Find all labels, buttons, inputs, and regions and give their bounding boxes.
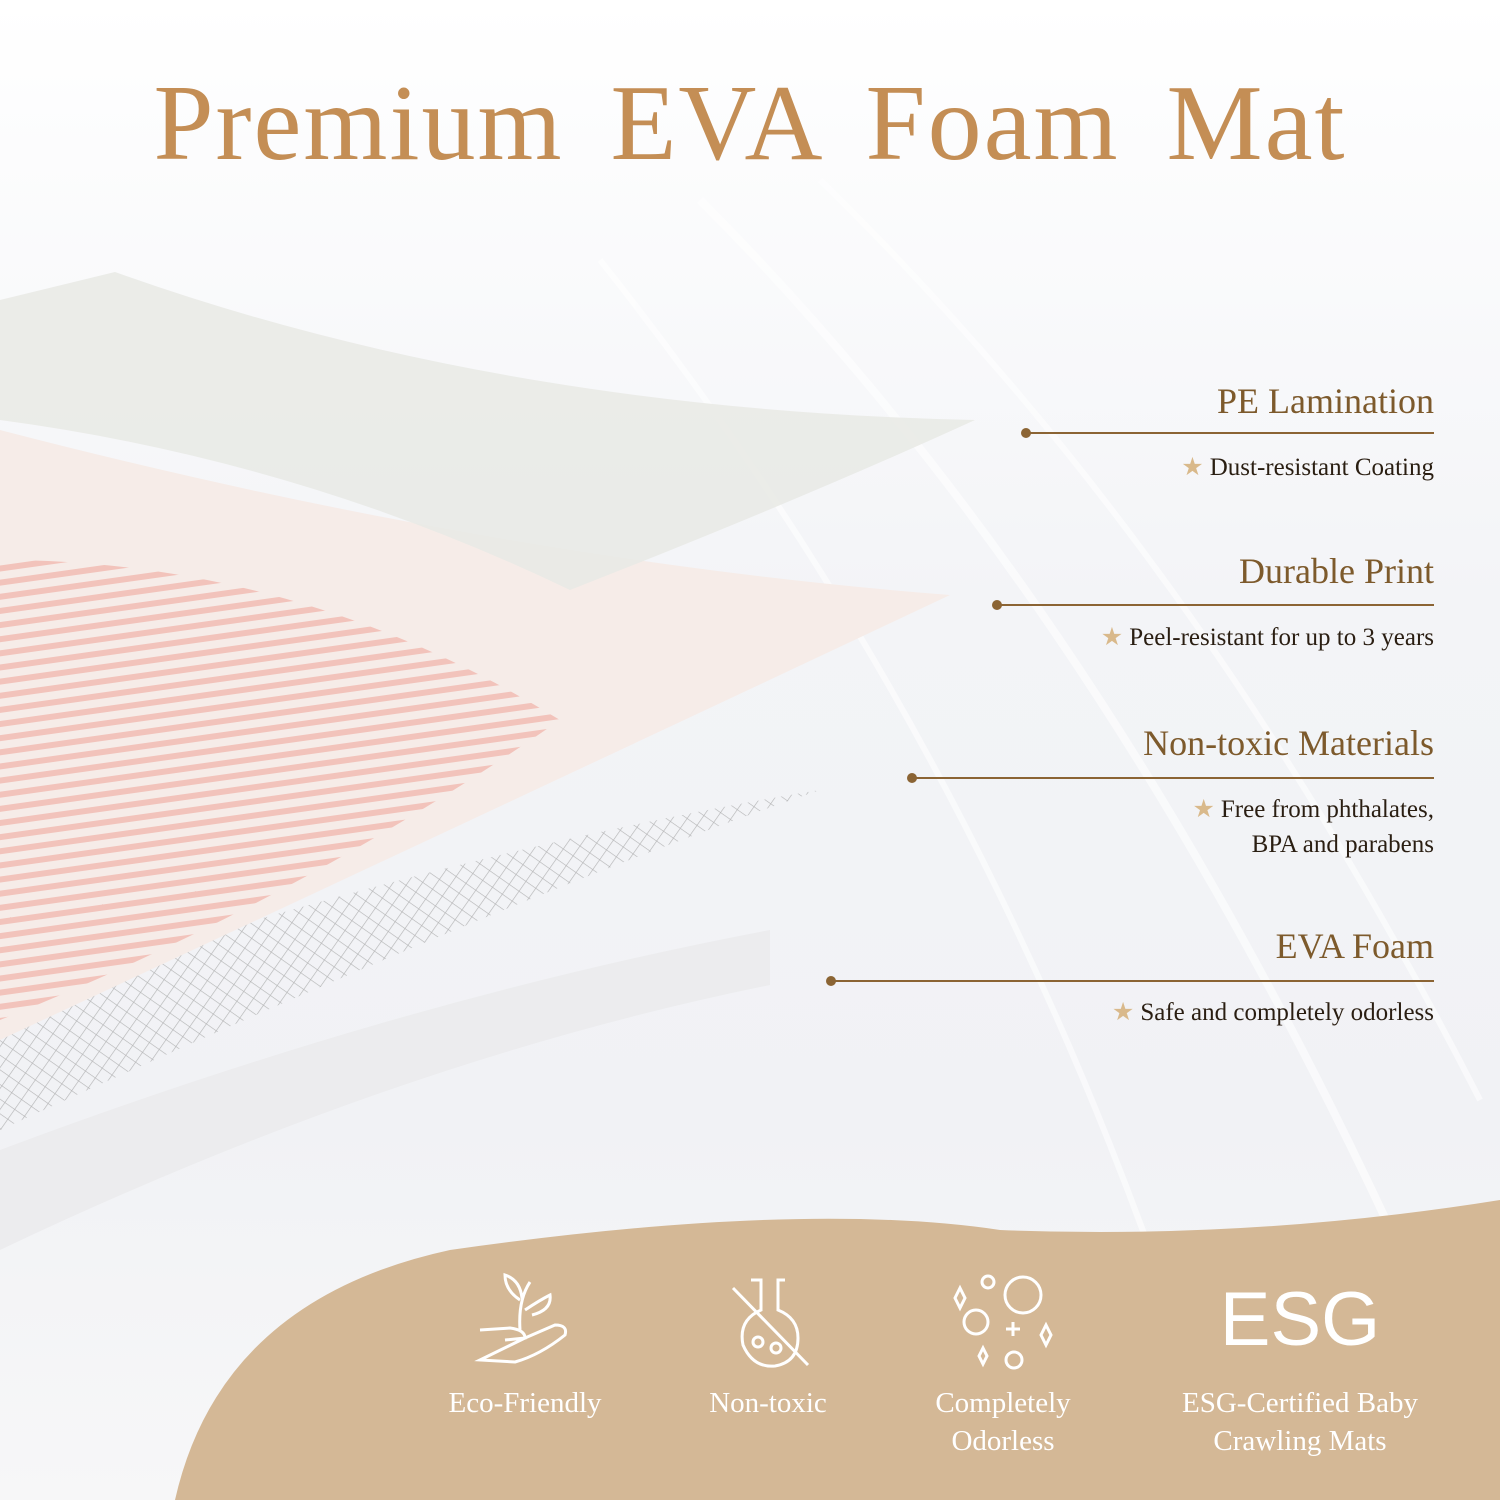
leader-dot xyxy=(907,773,917,783)
feature-eva-foam: EVA Foam ★ Safe and completely odorless xyxy=(824,925,1434,1030)
badge-label: Non-toxic xyxy=(709,1387,827,1419)
leader-dot xyxy=(826,976,836,986)
badge-label: Eco-Friendly xyxy=(448,1387,602,1419)
bubbles-sparkles-icon xyxy=(953,1274,1053,1370)
star-icon: ★ xyxy=(1111,999,1135,1026)
leader-dot xyxy=(992,600,1002,610)
leader-line xyxy=(826,976,1434,986)
esg-logo: ESG xyxy=(1219,1277,1381,1362)
leader-line xyxy=(907,773,1434,783)
feature-description: Safe and completely odorless xyxy=(1140,999,1434,1026)
star-icon: ★ xyxy=(1181,454,1204,481)
feature-heading: Durable Print xyxy=(1239,551,1434,591)
feature-heading: PE Lamination xyxy=(1217,381,1434,421)
feature-non-toxic-materials: Non-toxic Materials ★ Free from phthalate… xyxy=(904,722,1434,862)
layer-pe-lamination xyxy=(0,272,975,590)
badge-label: Crawling Mats xyxy=(1213,1425,1387,1457)
background-light-streaks xyxy=(597,177,1483,1252)
feature-description: Dust-resistant Coating xyxy=(1209,454,1434,481)
badge-eco-friendly: Eco-Friendly xyxy=(395,1270,655,1422)
badge-label: Odorless xyxy=(951,1425,1055,1457)
badge-label: ESG-Certified Baby xyxy=(1182,1387,1418,1419)
badge-esg-certified: ESG ESG-Certified Baby Crawling Mats xyxy=(1150,1270,1450,1460)
plant-in-hand-icon xyxy=(474,1272,567,1364)
feature-pe-lamination: PE Lamination ★ Dust-resistant Coating xyxy=(1014,380,1434,485)
print-pattern xyxy=(0,560,560,1020)
feature-heading: Non-toxic Materials xyxy=(1143,723,1434,763)
layer-eva-foam xyxy=(0,930,770,1250)
feature-heading: EVA Foam xyxy=(1275,926,1434,966)
star-icon: ★ xyxy=(1100,624,1124,651)
star-icon: ★ xyxy=(1192,796,1215,823)
badge-completely-odorless: Completely Odorless xyxy=(873,1270,1133,1460)
feature-durable-print: Durable Print ★ Peel-resistant for up to … xyxy=(992,550,1434,655)
leader-dot xyxy=(1021,428,1031,438)
feature-description: Peel-resistant for up to 3 years xyxy=(1129,624,1434,651)
crossed-flask-icon xyxy=(731,1278,810,1368)
feature-description: BPA and parabens xyxy=(1251,831,1434,858)
badge-label: Completely xyxy=(935,1387,1071,1419)
leader-line xyxy=(992,600,1434,610)
badge-non-toxic: Non-toxic xyxy=(638,1270,898,1422)
leader-line xyxy=(1021,428,1434,438)
page-title: Premium EVA Foam Mat xyxy=(153,64,1347,183)
feature-description: Free from phthalates, xyxy=(1220,796,1434,823)
